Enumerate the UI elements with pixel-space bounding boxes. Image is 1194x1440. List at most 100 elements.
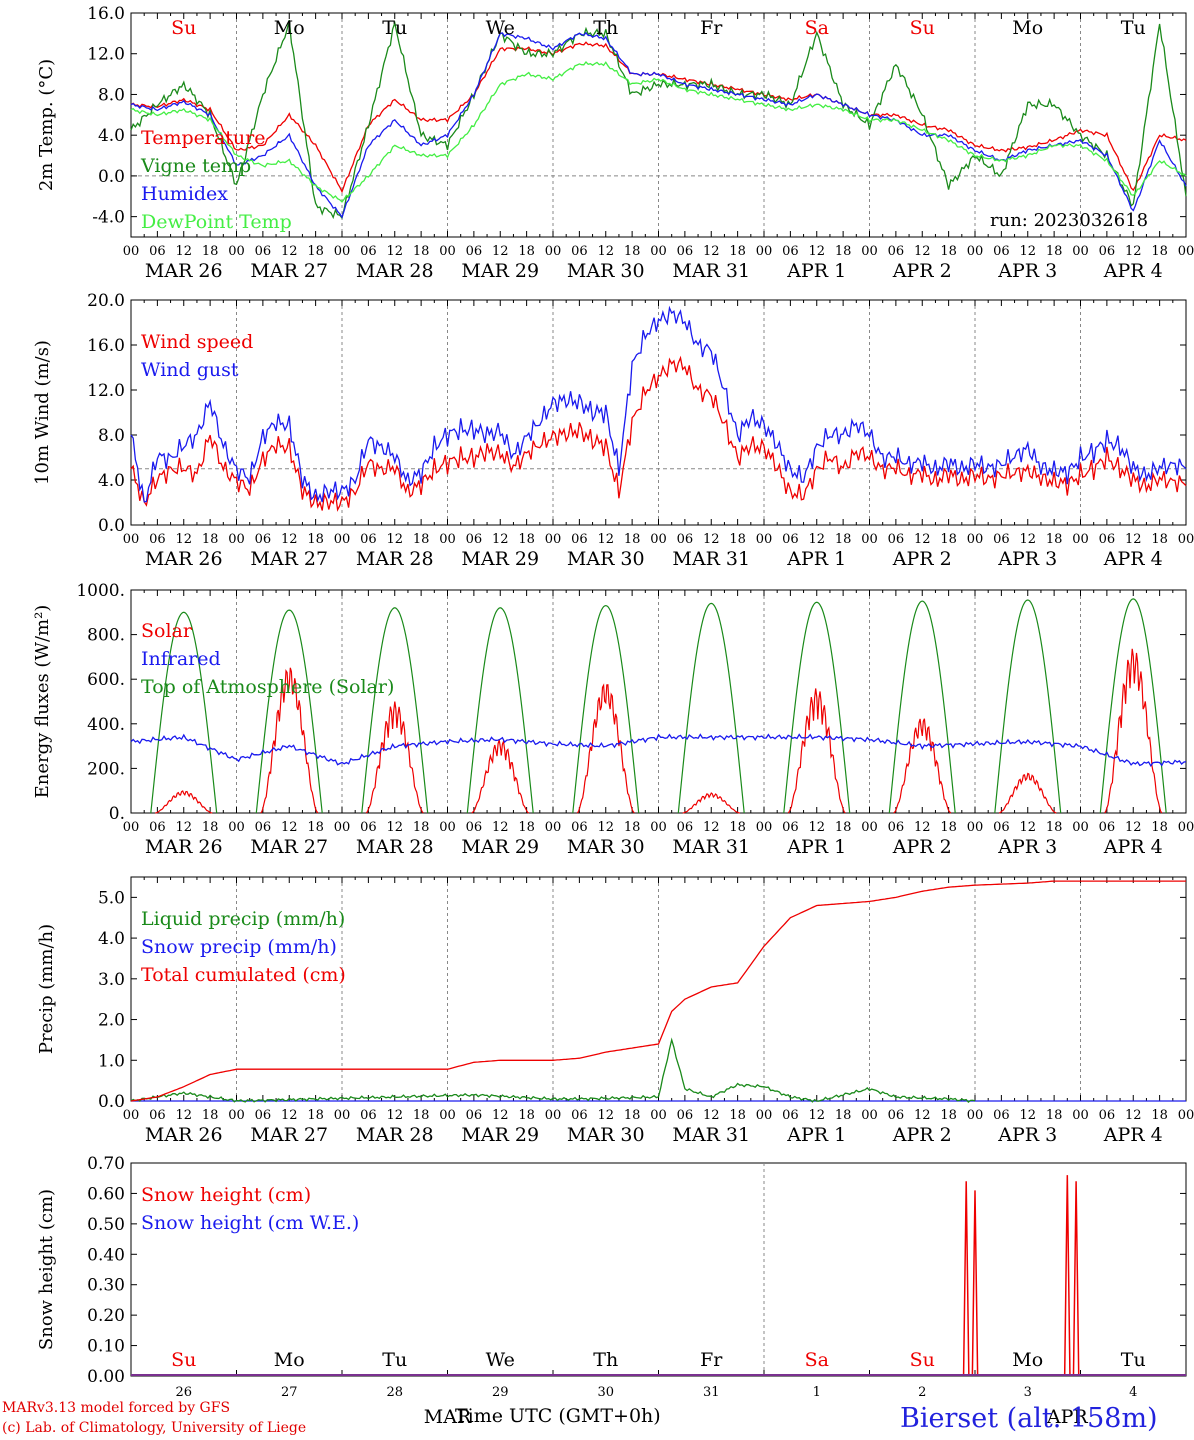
- xtick-hour-label: 06: [466, 820, 483, 835]
- xtick-hour-label: 12: [597, 532, 614, 547]
- y-axis-label: 2m Temp. (°C): [36, 59, 57, 191]
- xtick-hour-label: 12: [597, 244, 614, 259]
- xtick-hour-label: 18: [1046, 820, 1063, 835]
- xtick-hour-label: 06: [571, 820, 588, 835]
- weekday-label: Tu: [382, 17, 407, 39]
- xtick-hour-label: 12: [1019, 244, 1036, 259]
- xtick-hour-label: 00: [1072, 820, 1089, 835]
- xtick-hour-label: 00: [861, 532, 878, 547]
- xtick-hour-label: 12: [703, 532, 720, 547]
- weekday-label: We: [486, 1349, 515, 1371]
- series-line-humidex: [130, 31, 1187, 219]
- xtick-hour-label: 18: [202, 1108, 219, 1123]
- xtick-hour-label: 00: [967, 244, 984, 259]
- xtick-hour-label: 18: [835, 1108, 852, 1123]
- xtick-hour-label: 12: [597, 1108, 614, 1123]
- ytick-label: 3.0: [98, 970, 125, 990]
- legend-entry: Vigne temp: [140, 155, 251, 177]
- y-axis-label: 10m Wind (m/s): [32, 340, 53, 485]
- xtick-hour-label: 12: [1019, 532, 1036, 547]
- xtick-day-label: MAR 29: [461, 260, 539, 282]
- xtick-hour-label: 00: [861, 820, 878, 835]
- series-line-wind-gust: [130, 305, 1187, 503]
- xtick-hour-label: 06: [888, 820, 905, 835]
- xtick-hour-label: 18: [1046, 1108, 1063, 1123]
- xtick-hour-label: 12: [914, 244, 931, 259]
- ytick-label: 0.50: [87, 1215, 125, 1235]
- xtick-hour-label: 06: [571, 532, 588, 547]
- xtick-hour-label: 12: [703, 1108, 720, 1123]
- ytick-label: 800.: [87, 626, 125, 646]
- xtick-hour-label: 00: [967, 1108, 984, 1123]
- xtick-day-label: MAR 28: [356, 260, 434, 282]
- xtick-day-label: MAR 31: [672, 1124, 750, 1146]
- xtick-day-label: APR 1: [786, 1124, 846, 1146]
- xtick-hour-label: 00: [228, 820, 245, 835]
- xtick-hour-label: 06: [993, 244, 1010, 259]
- xtick-hour-label: 18: [729, 1108, 746, 1123]
- xtick-day-label: APR 1: [786, 548, 846, 570]
- xtick-hour-label: 18: [624, 532, 641, 547]
- xtick-day-label: MAR 28: [356, 1124, 434, 1146]
- xtick-hour-label: 12: [1125, 1108, 1142, 1123]
- weekday-label: We: [486, 17, 515, 39]
- xtick-hour-label: 18: [1151, 1108, 1168, 1123]
- weekday-label: Tu: [1121, 1349, 1146, 1371]
- xtick-hour-label: 12: [386, 244, 403, 259]
- ytick-label: 0.20: [87, 1306, 125, 1326]
- snow-height-spike: [962, 1181, 970, 1377]
- legend-entry: Liquid precip (mm/h): [141, 908, 345, 930]
- xtick-day-label: APR 3: [997, 548, 1057, 570]
- xtick-hour-label: 00: [123, 820, 140, 835]
- xtick-hour-label: 12: [492, 532, 509, 547]
- legend-entry: Top of Atmosphere (Solar): [141, 676, 394, 698]
- xtick-hour-label: 00: [439, 1108, 456, 1123]
- ytick-label: 0.0: [98, 167, 125, 187]
- xtick-hour-label: 00: [861, 1108, 878, 1123]
- series-line-toa-solar: [466, 607, 534, 814]
- xtick-hour-label: 06: [993, 820, 1010, 835]
- series-line-solar: [1104, 648, 1163, 814]
- xtick-day-label: APR 2: [892, 548, 952, 570]
- xtick-hour-label: 06: [677, 820, 694, 835]
- xtick-day-label: MAR 31: [672, 836, 750, 858]
- legend-entry: Temperature: [141, 127, 265, 149]
- xtick-hour-label: 12: [175, 1108, 192, 1123]
- xtick-hour-label: 18: [835, 532, 852, 547]
- run-label: run: 2023032618: [990, 210, 1149, 231]
- xtick-hour-label: 00: [334, 1108, 351, 1123]
- xtick-day-label: MAR 30: [567, 548, 645, 570]
- xtick-hour-label: 18: [518, 820, 535, 835]
- series-line-solar: [787, 688, 846, 814]
- panel-frame: [130, 299, 1187, 526]
- xtick-hour-label: 06: [888, 532, 905, 547]
- xtick-hour-label: 12: [1019, 820, 1036, 835]
- xtick-hour-label: 18: [1046, 532, 1063, 547]
- xtick-hour-label: 06: [1099, 820, 1116, 835]
- xtick-day-label: APR 3: [997, 1124, 1057, 1146]
- xtick-day-label: 29: [492, 1385, 509, 1400]
- xtick-hour-label: 12: [281, 244, 298, 259]
- xtick-hour-label: 18: [624, 820, 641, 835]
- ytick-label: 5.0: [98, 888, 125, 908]
- legend-entry: Snow height (cm W.E.): [141, 1212, 359, 1234]
- xtick-hour-label: 18: [518, 1108, 535, 1123]
- weekday-label: Su: [171, 1349, 196, 1371]
- xtick-hour-label: 00: [1178, 244, 1194, 259]
- xtick-hour-label: 00: [1072, 1108, 1089, 1123]
- panel-energy: 1000. 800. 600. 400. 200. 0. Energy fluxes (W/…: [32, 581, 1194, 858]
- xtick-hour-label: 18: [202, 532, 219, 547]
- xtick-hour-label: 12: [808, 532, 825, 547]
- weekday-label: Su: [910, 1349, 935, 1371]
- ytick-label: 12.0: [87, 381, 125, 401]
- legend-entry: Wind gust: [141, 359, 239, 381]
- series-line-solar: [155, 790, 213, 814]
- xtick-day-label: MAR 26: [145, 260, 223, 282]
- xtick-hour-label: 18: [940, 1108, 957, 1123]
- ytick-label: 4.0: [98, 471, 125, 491]
- panel-snow: 0.70 0.60 0.50 0.40 0.30 0.20 0.10 0.00 Snow hei…: [36, 1154, 1187, 1428]
- xtick-hour-label: 00: [545, 1108, 562, 1123]
- series-line-liquid-precip-mm-h-: [130, 1037, 976, 1103]
- xtick-hour-label: 18: [729, 244, 746, 259]
- xtick-hour-label: 12: [492, 244, 509, 259]
